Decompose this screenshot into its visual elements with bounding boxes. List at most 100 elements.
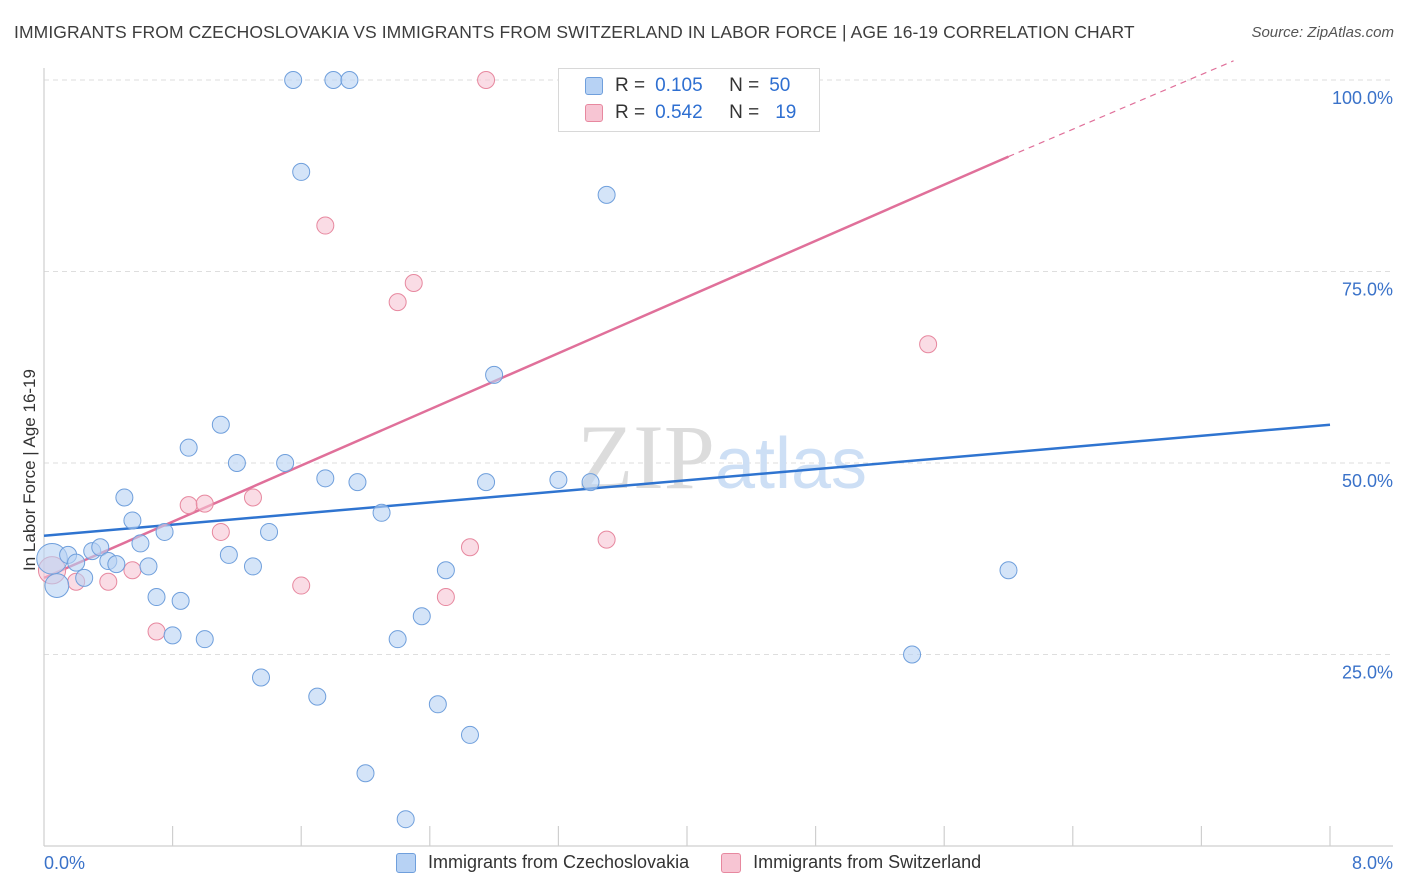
czechoslovakia-point	[163, 626, 182, 645]
legend-n-value: 50	[769, 75, 791, 96]
axes	[43, 68, 1393, 847]
switzerland-point	[388, 293, 407, 312]
czechoslovakia-point	[308, 687, 327, 706]
czechoslovakia-point	[243, 557, 262, 576]
watermark-zip: ZIP	[577, 406, 715, 508]
czechoslovakia-point	[372, 503, 391, 522]
legend-row-switzerland: R = 0.542 N = 19	[585, 100, 796, 126]
y-tick-label: 25.0%	[1342, 663, 1393, 683]
switzerland-point	[211, 522, 230, 541]
y-tick-label: 50.0%	[1342, 471, 1393, 491]
data-points	[36, 71, 1018, 829]
switzerland-point	[123, 561, 142, 580]
switzerland-point	[147, 622, 166, 641]
legend-r-label: R =	[615, 75, 646, 96]
czechoslovakia-point	[903, 645, 922, 664]
czechoslovakia-point	[340, 71, 359, 89]
switzerland-trendline	[43, 155, 1010, 580]
legend-r-value: 0.105	[655, 75, 703, 96]
watermark-atlas: atlas	[715, 424, 867, 504]
czechoslovakia-point	[260, 522, 279, 541]
x-axis-ticks	[172, 826, 1331, 846]
czechoslovakia-point	[123, 511, 142, 530]
czechoslovakia-point	[284, 71, 303, 89]
czechoslovakia-point	[171, 591, 190, 610]
czechoslovakia-point	[67, 553, 86, 572]
correlation-legend: R = 0.105 N = 50 R = 0.542 N = 19	[558, 68, 820, 132]
czechoslovakia-point	[549, 470, 568, 489]
switzerland-point	[292, 576, 311, 595]
switzerland-point	[919, 335, 938, 354]
series-legend: Immigrants from Czechoslovakia Immigrant…	[396, 852, 1013, 873]
legend-swatch-pink	[585, 104, 603, 122]
switzerland-point	[477, 71, 496, 89]
czechoslovakia-point	[211, 415, 230, 434]
czechoslovakia-point	[356, 764, 375, 783]
y-axis-label: In Labor Force | Age 16-19	[20, 369, 39, 571]
czechoslovakia-point	[147, 588, 166, 607]
czechoslovakia-point	[195, 630, 214, 649]
czechoslovakia-point	[396, 810, 415, 829]
legend-n-label: N =	[729, 75, 760, 96]
czechoslovakia-point	[485, 365, 504, 384]
legend-label-switzerland: Immigrants from Switzerland	[753, 852, 982, 872]
czechoslovakia-point	[477, 473, 496, 492]
czechoslovakia-point	[436, 561, 455, 580]
chart-title: IMMIGRANTS FROM CZECHOSLOVAKIA VS IMMIGR…	[14, 22, 1135, 42]
legend-n-value: 19	[775, 102, 797, 123]
legend-label-czechoslovakia: Immigrants from Czechoslovakia	[428, 852, 690, 872]
legend-swatch-pink	[721, 852, 742, 873]
x-tick-label: 0.0%	[44, 853, 85, 873]
legend-row-czechoslovakia: R = 0.105 N = 50	[585, 73, 790, 99]
y-tick-label: 75.0%	[1342, 280, 1393, 300]
legend-r-label: R =	[615, 102, 646, 123]
czechoslovakia-point	[276, 454, 295, 472]
x-tick-labels: 0.0% 8.0%	[44, 853, 1393, 873]
switzerland-point	[460, 538, 479, 557]
x-tick-label: 8.0%	[1352, 853, 1393, 873]
czechoslovakia-point	[412, 607, 431, 626]
legend-item-czechoslovakia: Immigrants from Czechoslovakia	[396, 852, 689, 873]
czechoslovakia-point	[91, 538, 110, 557]
legend-item-switzerland: Immigrants from Switzerland	[721, 852, 981, 873]
switzerland-point	[195, 494, 214, 513]
czechoslovakia-point	[388, 630, 407, 649]
czechoslovakia-point	[227, 454, 246, 472]
czechoslovakia-point	[316, 469, 335, 488]
switzerland-trendline-extension	[1008, 60, 1234, 158]
czechoslovakia-trendline	[43, 423, 1331, 538]
czechoslovakia-point	[219, 545, 238, 564]
czechoslovakia-point	[581, 473, 600, 492]
legend-r-value: 0.542	[655, 102, 703, 123]
czechoslovakia-point	[75, 568, 94, 587]
source-credit: Source: ZipAtlas.com	[1251, 24, 1394, 41]
czechoslovakia-point	[139, 557, 158, 576]
switzerland-point	[179, 496, 198, 515]
legend-swatch-blue	[585, 77, 603, 95]
switzerland-point	[404, 273, 423, 292]
czechoslovakia-point	[252, 668, 271, 687]
czechoslovakia-point	[44, 573, 70, 598]
legend-n-label: N =	[729, 102, 760, 123]
czechoslovakia-point	[155, 522, 174, 541]
czechoslovakia-point	[115, 488, 134, 507]
legend-swatch-blue	[396, 852, 416, 873]
y-tick-labels: 25.0% 50.0% 75.0% 100.0%	[1332, 88, 1393, 683]
switzerland-point	[597, 530, 616, 549]
czechoslovakia-point	[179, 438, 198, 457]
watermark: ZIPatlas	[577, 406, 867, 508]
switzerland-point	[436, 588, 455, 607]
czechoslovakia-point	[597, 185, 616, 204]
czechoslovakia-point	[292, 162, 311, 181]
switzerland-point	[316, 216, 335, 235]
switzerland-point	[243, 488, 262, 507]
czechoslovakia-point	[107, 555, 126, 574]
czechoslovakia-point	[131, 534, 150, 553]
czechoslovakia-point	[348, 473, 367, 492]
czechoslovakia-point	[999, 561, 1018, 580]
czechoslovakia-point	[324, 71, 343, 89]
y-tick-label: 100.0%	[1332, 88, 1393, 108]
czechoslovakia-point	[460, 725, 479, 744]
czechoslovakia-point	[428, 695, 447, 714]
